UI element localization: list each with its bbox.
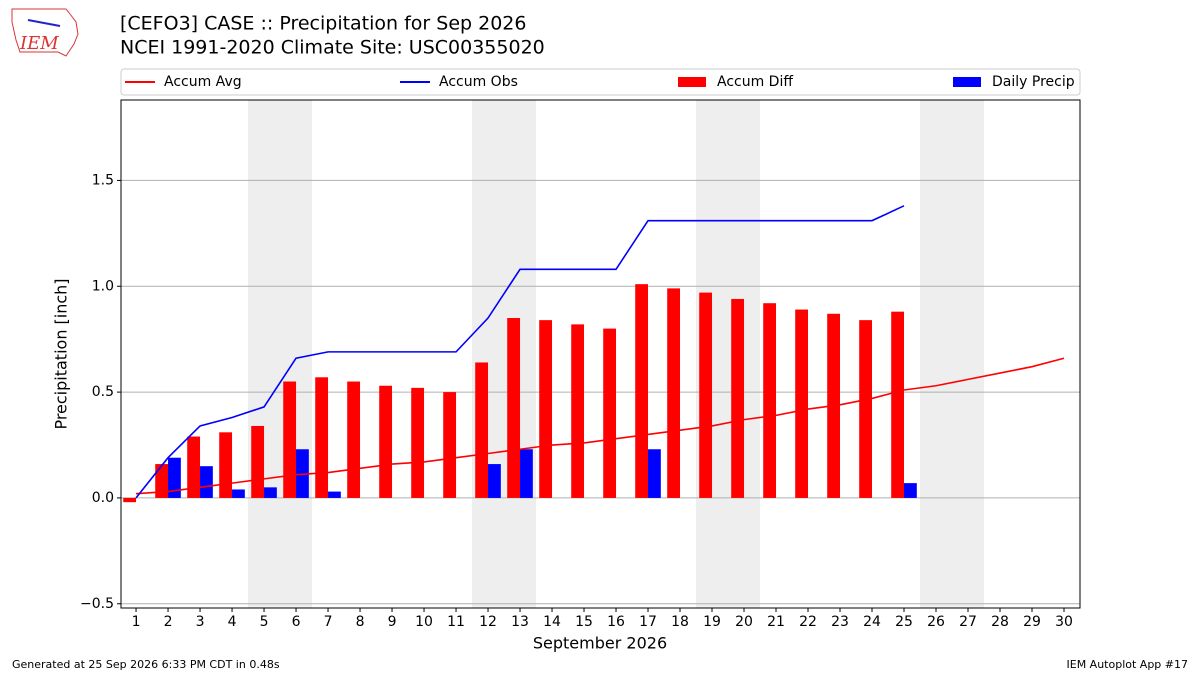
y-tick-label: −0.5: [80, 596, 114, 612]
x-tick-label: 14: [543, 614, 561, 630]
x-tick-label: 5: [260, 614, 269, 630]
x-tick-label: 21: [767, 614, 785, 630]
weekend-shade: [472, 100, 537, 608]
legend-swatch: [678, 77, 706, 87]
x-tick-label: 6: [292, 614, 301, 630]
x-tick-label: 10: [415, 614, 433, 630]
bar: [187, 436, 201, 498]
bar: [168, 457, 181, 498]
bar: [859, 320, 873, 498]
bar: [731, 298, 745, 498]
bar: [251, 425, 265, 498]
x-tick-label: 11: [447, 614, 465, 630]
x-tick-label: 8: [356, 614, 365, 630]
legend-label: Daily Precip: [992, 74, 1075, 90]
y-tick-label: 0.5: [92, 384, 114, 400]
bar: [475, 362, 489, 498]
bar: [232, 489, 245, 498]
y-tick-label: 1.0: [92, 278, 114, 294]
bar: [795, 309, 809, 498]
legend-swatch: [953, 77, 981, 87]
bar: [507, 318, 521, 498]
legend-label: Accum Diff: [717, 74, 793, 90]
x-tick-label: 27: [959, 614, 977, 630]
bar: [443, 392, 457, 498]
bar: [539, 320, 553, 498]
bar: [328, 491, 341, 498]
logo-icon: [27, 19, 61, 27]
bar: [411, 387, 425, 498]
legend-box: [120, 68, 1081, 96]
x-tick-label: 25: [895, 614, 913, 630]
y-tick-label: 1.5: [92, 172, 114, 188]
logo: IEM: [11, 8, 79, 57]
bar: [488, 464, 501, 498]
bar: [283, 381, 297, 498]
bar: [635, 284, 649, 498]
bar: [763, 303, 777, 498]
bar: [264, 487, 277, 498]
x-tick-label: 18: [671, 614, 689, 630]
x-tick-label: 1: [132, 614, 141, 630]
chart-subtitle: NCEI 1991-2020 Climate Site: USC00355020: [120, 37, 545, 59]
y-tick-label: 0.0: [92, 490, 114, 506]
x-tick-label: 19: [703, 614, 721, 630]
bar: [123, 497, 137, 503]
x-axis-label: September 2026: [533, 634, 667, 653]
x-tick-label: 7: [324, 614, 333, 630]
bar: [891, 311, 905, 498]
bar: [379, 385, 393, 498]
chart-title: [CEFO3] CASE :: Precipitation for Sep 20…: [120, 13, 527, 35]
x-tick-label: 28: [991, 614, 1009, 630]
bar: [315, 377, 329, 498]
plot-frame: [120, 99, 1081, 609]
x-tick-label: 17: [639, 614, 657, 630]
footer-right: IEM Autoplot App #17: [1067, 658, 1189, 671]
x-tick-label: 3: [196, 614, 205, 630]
x-tick-label: 15: [575, 614, 593, 630]
legend-label: Accum Avg: [164, 74, 242, 90]
x-tick-label: 20: [735, 614, 753, 630]
logo-outline: [11, 8, 79, 57]
bar: [571, 324, 585, 498]
bar: [347, 381, 361, 498]
x-tick-label: 22: [799, 614, 817, 630]
x-tick-label: 12: [479, 614, 497, 630]
bar: [699, 292, 713, 498]
line: [135, 357, 1065, 495]
y-axis-label: Precipitation [inch]: [52, 278, 71, 429]
weekend-shade: [920, 100, 985, 608]
bar: [219, 432, 233, 498]
logo-text: IEM: [19, 33, 59, 54]
x-tick-label: 30: [1055, 614, 1073, 630]
bar: [520, 449, 533, 498]
x-tick-label: 2: [164, 614, 173, 630]
weekend-shade: [248, 100, 313, 608]
x-tick-label: 16: [607, 614, 625, 630]
x-tick-label: 24: [863, 614, 881, 630]
bar: [904, 483, 917, 498]
x-tick-label: 26: [927, 614, 945, 630]
x-tick-label: 4: [228, 614, 237, 630]
bar: [603, 328, 617, 498]
bar: [648, 449, 661, 498]
legend-label: Accum Obs: [439, 74, 518, 90]
x-tick-label: 23: [831, 614, 849, 630]
x-tick-label: 29: [1023, 614, 1041, 630]
bar: [667, 288, 681, 498]
footer-left: Generated at 25 Sep 2026 6:33 PM CDT in …: [12, 658, 280, 671]
x-tick-label: 9: [388, 614, 397, 630]
x-tick-label: 13: [511, 614, 529, 630]
line: [135, 205, 905, 499]
bar: [155, 464, 169, 498]
bar: [200, 466, 213, 498]
